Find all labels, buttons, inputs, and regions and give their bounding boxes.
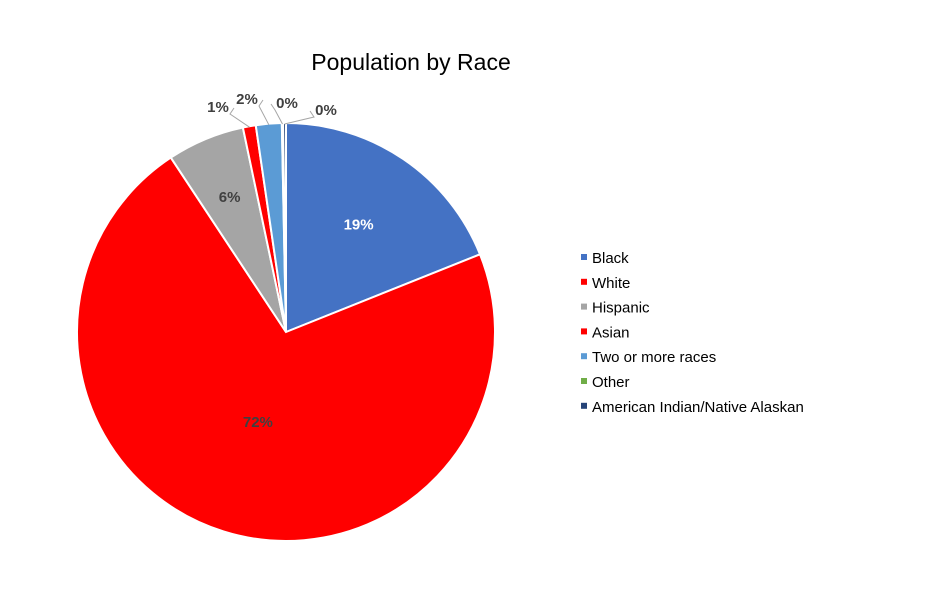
legend-label: Hispanic [592, 300, 650, 317]
data-label-american-indian-native-alaskan: 0% [315, 102, 337, 119]
leader-line [270, 103, 283, 125]
legend-swatch [581, 353, 587, 360]
pie-slices [76, 121, 496, 542]
data-label-other: 0% [276, 95, 298, 112]
pie-slice-black [285, 121, 482, 334]
legend-swatch [581, 378, 587, 384]
legend-label: American Indian/Native Alaskan [592, 399, 804, 416]
legend-swatch [581, 402, 587, 409]
legend-swatch [581, 254, 587, 260]
legend-label: White [592, 275, 630, 292]
legend-swatch [581, 303, 587, 310]
leader-line [258, 99, 270, 125]
data-label-asian: 1% [207, 99, 229, 116]
data-label-two-or-more-races: 2% [236, 91, 258, 108]
leader-line [284, 110, 315, 125]
legend-label: Asian [592, 324, 630, 341]
data-label-black: 19% [344, 217, 374, 234]
leader-lines [229, 99, 315, 128]
legend-label: Other [592, 374, 630, 391]
pie-slice-american-indian-native-alaskan [282, 121, 287, 333]
data-labels: 19% 72% 6% 1% 2% 0% 0% [207, 91, 373, 431]
pie-slice-white [76, 156, 496, 542]
data-label-hispanic: 6% [219, 189, 241, 206]
legend-swatch [581, 328, 587, 335]
legend: Black White Hispanic Asian Two or more races… [581, 250, 804, 416]
legend-swatch [581, 278, 587, 285]
leader-line [229, 107, 250, 128]
legend-label: Two or more races [592, 349, 716, 366]
chart-title: Population by Race [311, 49, 510, 75]
data-label-white: 72% [243, 414, 273, 431]
legend-label: Black [592, 250, 629, 267]
